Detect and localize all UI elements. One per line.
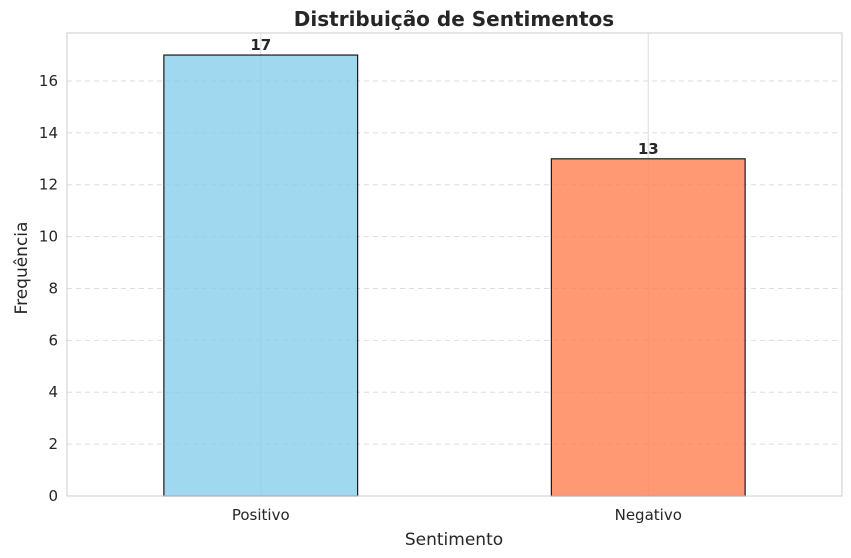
y-axis-label: Frequência <box>12 222 32 315</box>
bars <box>163 54 746 497</box>
y-tick-label: 2 <box>48 435 58 453</box>
y-tick-label: 0 <box>48 487 58 505</box>
y-tick-label: 4 <box>48 383 58 401</box>
chart-title: Distribuição de Sentimentos <box>294 7 614 31</box>
bar-positivo <box>163 54 359 497</box>
x-tick-label: Positivo <box>232 506 290 524</box>
bar-value-label: 17 <box>250 36 271 54</box>
bar-negativo <box>550 158 746 497</box>
y-tick-label: 12 <box>39 176 58 194</box>
plot-area-border <box>66 32 843 497</box>
x-tick-label: Negativo <box>615 506 682 524</box>
y-tick-label: 14 <box>39 124 58 142</box>
y-tick-label: 6 <box>48 331 58 349</box>
bar-value-label: 13 <box>638 140 659 158</box>
y-tick-label: 10 <box>39 228 58 246</box>
y-tick-label: 16 <box>39 72 58 90</box>
y-tick-label: 8 <box>48 279 58 297</box>
tick-labels: 0 2 4 6 8 10 12 14 16 Positivo Negativo <box>39 72 682 524</box>
x-axis-label: Sentimento <box>405 530 503 550</box>
